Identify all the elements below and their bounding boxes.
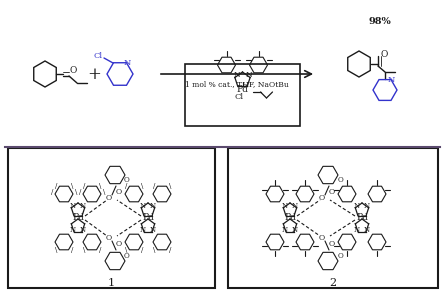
Text: N: N [123,59,131,67]
FancyBboxPatch shape [185,64,300,126]
Text: \: \ [103,188,105,196]
Text: N: N [364,202,370,210]
Text: \: \ [99,182,101,190]
Text: N: N [150,226,156,234]
Text: N: N [233,71,240,79]
Text: O: O [380,49,388,59]
Text: N: N [150,202,156,210]
Text: O: O [106,194,112,202]
Text: N: N [70,202,76,210]
Text: 2: 2 [329,278,336,288]
FancyBboxPatch shape [228,148,438,288]
Text: \: \ [83,246,85,254]
Text: Pd: Pd [237,84,248,94]
Text: Cl: Cl [93,52,102,60]
Text: O: O [69,65,77,75]
Text: N: N [80,226,86,234]
Text: \: \ [153,246,155,254]
Text: O: O [124,252,130,260]
Text: \: \ [75,188,77,196]
Text: N: N [292,226,298,234]
Text: /: / [51,188,53,196]
Text: /: / [169,246,171,254]
Text: N: N [387,76,395,84]
Text: O: O [329,240,335,248]
Text: 98%: 98% [368,17,391,25]
Text: O: O [106,234,112,242]
Text: /: / [79,188,81,196]
Text: \: \ [55,246,57,254]
Text: Pd: Pd [142,213,154,223]
Text: /: / [55,182,57,190]
Text: Cl: Cl [235,93,244,101]
Text: O: O [124,176,130,184]
Text: N: N [140,202,146,210]
Text: Pd: Pd [284,213,296,223]
Text: /: / [141,246,143,254]
Text: N: N [354,226,360,234]
Text: /: / [99,246,101,254]
Text: Pd: Pd [356,213,368,223]
Text: \: \ [71,182,73,190]
Text: \: \ [125,246,127,254]
Text: /: / [125,182,127,190]
Text: /: / [83,182,85,190]
Text: 1: 1 [107,278,114,288]
Text: O: O [337,252,343,260]
Text: N: N [140,226,146,234]
Text: N: N [282,202,288,210]
Text: N: N [282,226,288,234]
Text: O: O [329,188,335,196]
Text: N: N [354,202,360,210]
Text: Pd: Pd [72,213,84,223]
Text: N: N [80,202,86,210]
Text: \: \ [141,182,143,190]
Text: O: O [319,234,325,242]
Text: +: + [87,65,101,83]
Text: N: N [292,202,298,210]
Text: /: / [71,246,73,254]
Text: O: O [319,194,325,202]
Text: N: N [364,226,370,234]
Text: N: N [245,71,252,79]
Text: /: / [153,182,155,190]
Text: O: O [337,176,343,184]
Text: O: O [116,240,122,248]
Text: N: N [70,226,76,234]
Text: O: O [116,188,122,196]
Text: 1 mol % cat., THF, NaOtBu: 1 mol % cat., THF, NaOtBu [185,80,289,88]
Text: \: \ [169,182,171,190]
FancyBboxPatch shape [8,148,215,288]
